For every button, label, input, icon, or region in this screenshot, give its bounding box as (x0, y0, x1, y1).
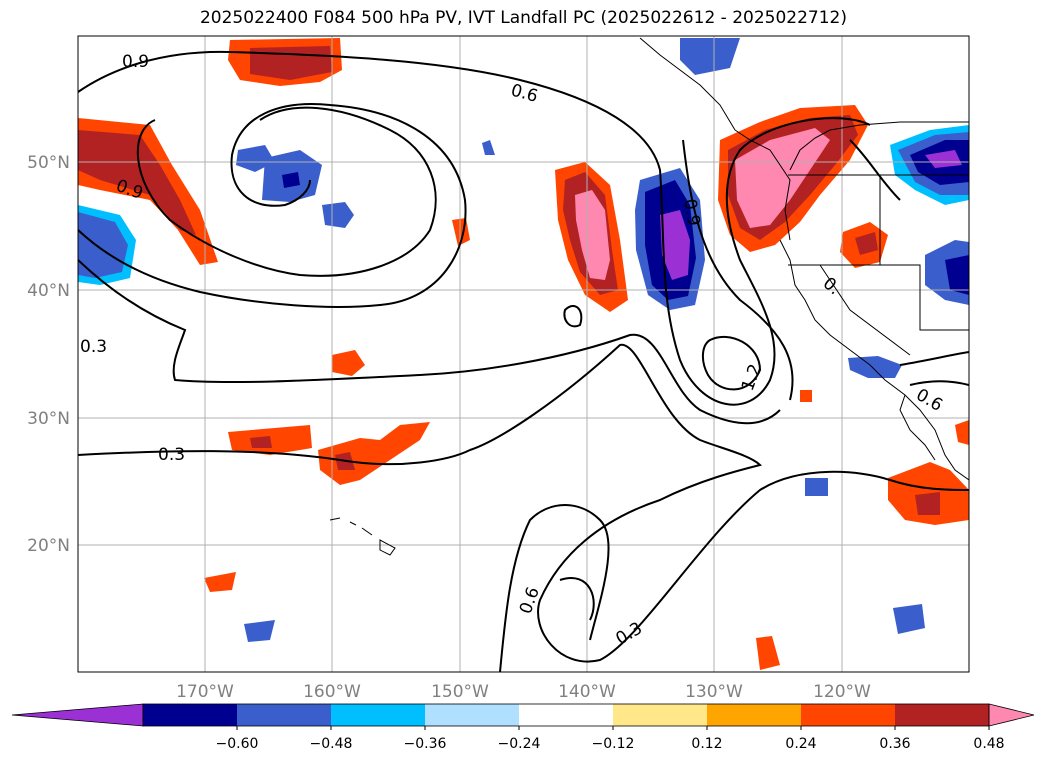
grid-lines (78, 36, 969, 672)
coastlines (329, 37, 969, 556)
lon-label: 160°W (303, 682, 361, 702)
lon-label: 120°W (813, 682, 871, 702)
lon-label: 150°W (431, 682, 489, 702)
colorbar-tick-label: 0.48 (973, 736, 1004, 752)
map-title: 2025022400 F084 500 hPa PV, IVT Landfall… (199, 8, 847, 28)
colorbar-tick-label: 0.12 (691, 736, 722, 752)
latitude-labels: 50°N 40°N 30°N 20°N (27, 153, 70, 556)
colorbar-segment (519, 704, 614, 726)
lon-label: 140°W (558, 682, 616, 702)
pv-contours (78, 50, 969, 672)
colorbar-extend-high (988, 703, 1035, 727)
colorbar-segment (801, 704, 896, 726)
colorbar-segment (143, 704, 238, 726)
colorbar: −0.60 −0.48 −0.36 −0.24 −0.12 0.12 0.24 0.36 0.4… (11, 703, 1035, 752)
contour-label: 0.9 (679, 197, 703, 227)
lat-label: 30°N (27, 409, 70, 429)
lon-label: 170°W (176, 682, 234, 702)
colorbar-segment (331, 704, 426, 726)
colorbar-tick-label: −0.24 (498, 736, 541, 752)
contour-label: 0.3 (80, 337, 107, 357)
colorbar-frame (142, 703, 990, 727)
lat-label: 20°N (27, 536, 70, 556)
longitude-labels: 170°W 160°W 150°W 140°W 130°W 120°W (176, 682, 871, 702)
colorbar-segment (895, 704, 990, 726)
colorbar-tick-label: 0.24 (785, 736, 816, 752)
colorbar-tick-label: −0.12 (592, 736, 635, 752)
colorbar-extend-low (11, 703, 144, 727)
lat-label: 50°N (27, 153, 70, 173)
lon-label: 130°W (685, 682, 743, 702)
colorbar-segment (707, 704, 802, 726)
colorbar-segment (425, 704, 520, 726)
colorbar-tick-label: −0.60 (216, 736, 259, 752)
lat-label: 40°N (27, 281, 70, 301)
colorbar-tick-label: −0.48 (310, 736, 353, 752)
map-frame (77, 35, 970, 673)
contour-label: 0.3 (158, 445, 185, 465)
colorbar-segment (237, 704, 332, 726)
colorbar-tick-label: 0.36 (879, 736, 910, 752)
pv-anomaly-shading (78, 38, 969, 670)
colorbar-segment (613, 704, 708, 726)
contour-label: 0.9 (122, 52, 149, 72)
colorbar-tick-label: −0.36 (404, 736, 447, 752)
